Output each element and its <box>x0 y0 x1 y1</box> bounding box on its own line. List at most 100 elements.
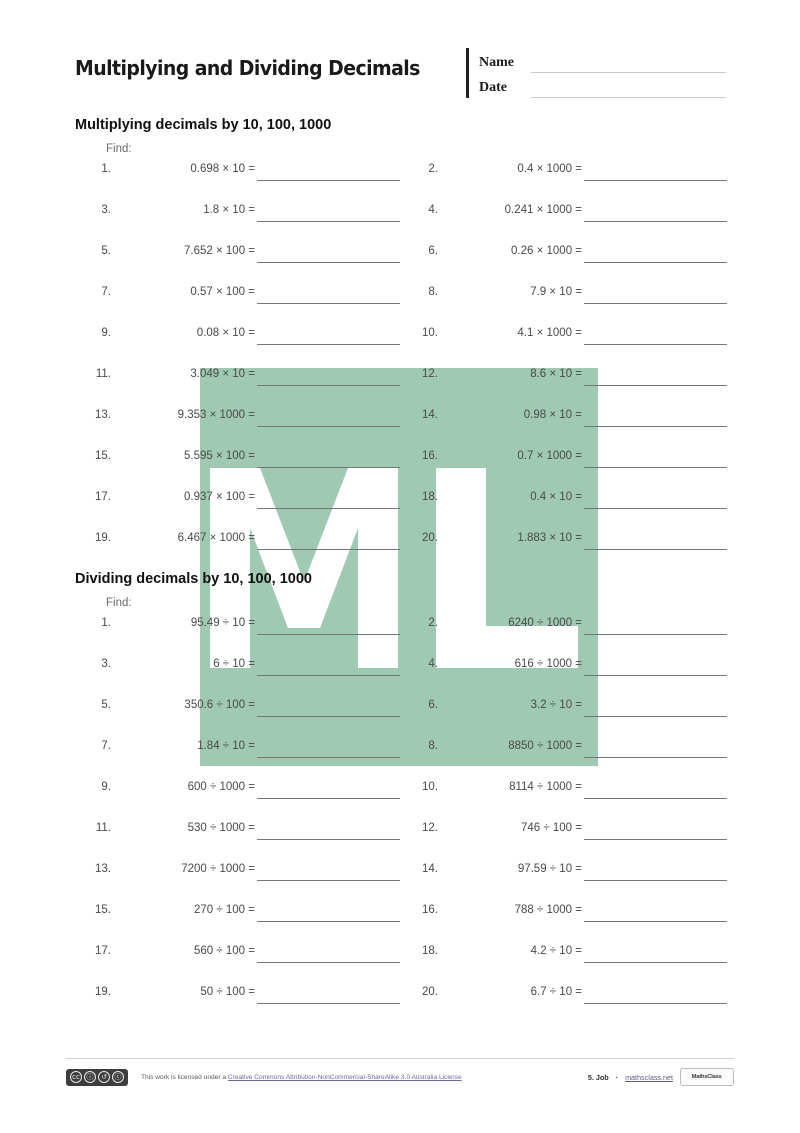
question-row: 15. 270 ÷ 100 = 16. 788 ÷ 1000 = <box>0 899 800 940</box>
answer-blank[interactable] <box>257 286 400 304</box>
question-expression: 0.937 × 100 = <box>184 491 255 503</box>
answer-blank[interactable] <box>257 368 400 386</box>
answer-blank[interactable] <box>584 286 727 304</box>
question-expression: 7200 ÷ 1000 = <box>181 863 255 875</box>
answer-blank[interactable] <box>584 532 727 550</box>
question-number: 6. <box>428 245 438 257</box>
question-item: 5. 7.652 × 100 = <box>85 240 400 281</box>
question-expression: 7.9 × 10 = <box>530 286 582 298</box>
question-number: 3. <box>101 204 111 216</box>
answer-blank[interactable] <box>584 986 727 1004</box>
question-row: 1. 0.698 × 10 = 2. 0.4 × 1000 = <box>0 158 800 199</box>
answer-blank[interactable] <box>584 740 727 758</box>
question-item: 13. 7200 ÷ 1000 = <box>85 858 400 899</box>
answer-blank[interactable] <box>257 945 400 963</box>
date-input[interactable] <box>531 78 726 98</box>
creative-commons-badge[interactable]: cc ⓘ ↺ ⓒ <box>66 1068 128 1086</box>
answer-blank[interactable] <box>584 368 727 386</box>
answer-blank[interactable] <box>257 617 400 635</box>
question-item: 3. 6 ÷ 10 = <box>85 653 400 694</box>
question-row: 13. 7200 ÷ 1000 = 14. 97.59 ÷ 10 = <box>0 858 800 899</box>
answer-blank[interactable] <box>584 617 727 635</box>
answer-blank[interactable] <box>257 699 400 717</box>
question-expression: 3.049 × 10 = <box>190 368 255 380</box>
question-row: 11. 3.049 × 10 = 12. 8.6 × 10 = <box>0 363 800 404</box>
answer-blank[interactable] <box>584 327 727 345</box>
section-heading-dividing: Dividing decimals by 10, 100, 1000 <box>75 571 312 587</box>
question-row: 19. 6.467 × 1000 = 20. 1.883 × 10 = <box>0 527 800 568</box>
question-item: 17. 0.937 × 100 = <box>85 486 400 527</box>
question-number: 13. <box>95 863 111 875</box>
answer-blank[interactable] <box>257 532 400 550</box>
find-label-multiplying: Find: <box>106 143 132 155</box>
question-number: 5. <box>101 699 111 711</box>
question-item: 8. 7.9 × 10 = <box>412 281 727 322</box>
question-row: 9. 0.08 × 10 = 10. 4.1 × 1000 = <box>0 322 800 363</box>
answer-blank[interactable] <box>584 409 727 427</box>
answer-blank[interactable] <box>257 822 400 840</box>
name-label: Name <box>479 55 514 70</box>
name-row: Name <box>479 48 726 73</box>
question-item: 15. 270 ÷ 100 = <box>85 899 400 940</box>
question-number: 8. <box>428 740 438 752</box>
answer-blank[interactable] <box>257 904 400 922</box>
answer-blank[interactable] <box>257 163 400 181</box>
site-link[interactable]: mathsclass.net <box>625 1072 673 1082</box>
mathsclass-logo: MathsClass <box>680 1068 734 1086</box>
question-item: 20. 1.883 × 10 = <box>412 527 727 568</box>
answer-blank[interactable] <box>257 863 400 881</box>
answer-blank[interactable] <box>257 245 400 263</box>
question-grid-dividing: 1. 95.49 ÷ 10 = 2. 6240 ÷ 1000 = 3. 6 ÷ 10 = 4… <box>0 612 800 1022</box>
question-expression: 95.49 ÷ 10 = <box>190 617 255 629</box>
question-expression: 1.8 × 10 = <box>203 204 255 216</box>
question-item: 16. 788 ÷ 1000 = <box>412 899 727 940</box>
answer-blank[interactable] <box>584 863 727 881</box>
question-number: 14. <box>422 863 438 875</box>
answer-blank[interactable] <box>257 491 400 509</box>
question-expression: 350.6 ÷ 100 = <box>184 699 255 711</box>
name-date-block: Name Date <box>466 48 726 98</box>
answer-blank[interactable] <box>584 204 727 222</box>
answer-blank[interactable] <box>257 658 400 676</box>
answer-blank[interactable] <box>584 163 727 181</box>
question-item: 14. 0.98 × 10 = <box>412 404 727 445</box>
answer-blank[interactable] <box>257 409 400 427</box>
answer-blank[interactable] <box>584 491 727 509</box>
question-expression: 788 ÷ 1000 = <box>514 904 582 916</box>
question-expression: 530 ÷ 1000 = <box>187 822 255 834</box>
question-expression: 8.6 × 10 = <box>530 368 582 380</box>
answer-blank[interactable] <box>584 699 727 717</box>
answer-blank[interactable] <box>257 986 400 1004</box>
date-row: Date <box>479 73 726 98</box>
answer-blank[interactable] <box>257 740 400 758</box>
question-number: 13. <box>95 409 111 421</box>
answer-blank[interactable] <box>584 781 727 799</box>
question-expression: 0.26 × 1000 = <box>511 245 582 257</box>
question-item: 17. 560 ÷ 100 = <box>85 940 400 981</box>
question-item: 19. 6.467 × 1000 = <box>85 527 400 568</box>
answer-blank[interactable] <box>584 945 727 963</box>
question-number: 12. <box>422 368 438 380</box>
job-label: 5. Job <box>587 1072 609 1082</box>
question-row: 5. 7.652 × 100 = 6. 0.26 × 1000 = <box>0 240 800 281</box>
answer-blank[interactable] <box>584 904 727 922</box>
name-input[interactable] <box>531 53 726 73</box>
answer-blank[interactable] <box>257 450 400 468</box>
license-link[interactable]: Creative Commons Attribution-NonCommerci… <box>227 1073 462 1081</box>
question-item: 7. 0.57 × 100 = <box>85 281 400 322</box>
answer-blank[interactable] <box>584 658 727 676</box>
answer-blank[interactable] <box>257 204 400 222</box>
answer-blank[interactable] <box>257 327 400 345</box>
question-number: 11. <box>95 368 111 380</box>
question-expression: 560 ÷ 100 = <box>194 945 255 957</box>
cc-sa-icon: ↺ <box>98 1071 110 1083</box>
answer-blank[interactable] <box>584 245 727 263</box>
cc-nc-icon: ⓒ <box>112 1071 124 1083</box>
answer-blank[interactable] <box>584 450 727 468</box>
answer-blank[interactable] <box>257 781 400 799</box>
answer-blank[interactable] <box>584 822 727 840</box>
question-number: 1. <box>101 617 111 629</box>
question-item: 2. 6240 ÷ 1000 = <box>412 612 727 653</box>
question-item: 13. 9.353 × 1000 = <box>85 404 400 445</box>
